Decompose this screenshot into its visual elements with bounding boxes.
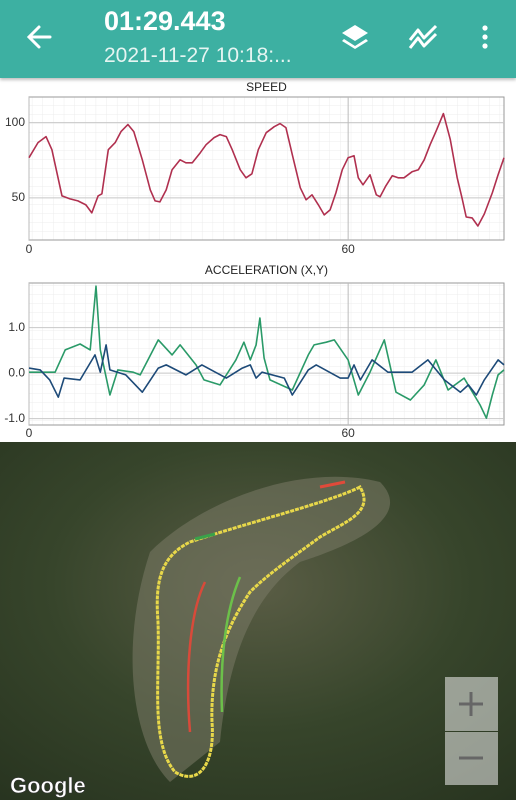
lap-time: 01:29.443 — [104, 6, 226, 36]
track-accel — [194, 532, 216, 541]
data-line — [29, 285, 505, 419]
track-brake — [186, 581, 207, 733]
zoom-in-button[interactable] — [445, 677, 498, 731]
menu-button[interactable] — [482, 25, 488, 49]
track-line — [155, 485, 366, 778]
chart-title: SPEED — [246, 80, 287, 94]
data-line — [28, 344, 505, 398]
x-tick-label: 0 — [26, 242, 33, 256]
y-tick-label: 50 — [12, 190, 26, 204]
chart-title: ACCELERATION (X,Y) — [205, 263, 328, 277]
plot-area — [28, 96, 505, 241]
terrain — [132, 476, 391, 782]
track-accel — [220, 576, 242, 713]
y-tick-label: -1.0 — [4, 411, 25, 425]
charts: SPEED 50 100 0 60 ACCELERATION (X,Y) 1.0 0.0 -1.… — [4, 80, 505, 440]
google-logo: Google — [10, 773, 86, 798]
zoom-out-button[interactable] — [445, 732, 498, 785]
y-tick-label: 100 — [5, 115, 25, 129]
plot-area — [28, 282, 505, 426]
chart-toggle-button[interactable] — [408, 24, 438, 49]
x-tick-label: 60 — [341, 242, 355, 256]
y-tick-label: 1.0 — [8, 320, 25, 334]
toolbar: 01:29.443 2021-11-27 10:18:... — [0, 0, 516, 78]
x-tick-label: 0 — [26, 426, 33, 440]
toolbar-icons — [26, 24, 488, 49]
back-button[interactable] — [26, 25, 52, 49]
session-date: 2021-11-27 10:18:... — [104, 44, 292, 67]
data-line — [28, 112, 505, 227]
track-brake — [319, 480, 346, 489]
x-tick-label: 60 — [341, 426, 355, 440]
map[interactable]: Google — [0, 442, 516, 800]
layers-button[interactable] — [342, 25, 368, 49]
y-tick-label: 0.0 — [8, 365, 25, 379]
